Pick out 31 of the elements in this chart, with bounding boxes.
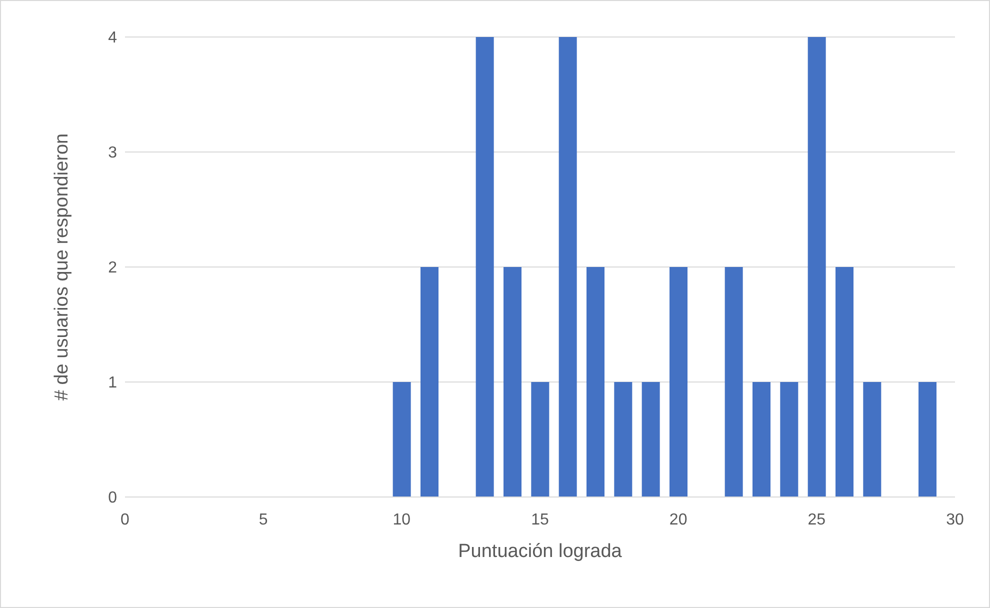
y-axis-title: # de usuarios que respondieron bbox=[52, 133, 73, 401]
x-axis-title: Puntuación lograda bbox=[458, 541, 622, 562]
bar bbox=[724, 267, 743, 497]
x-tick-label: 20 bbox=[669, 511, 688, 528]
bar bbox=[642, 382, 660, 497]
bar bbox=[531, 382, 550, 497]
x-tick-label: 30 bbox=[946, 511, 964, 528]
y-tick-label: 2 bbox=[108, 260, 118, 277]
y-tick-label: 4 bbox=[108, 30, 118, 47]
y-tick-label: 3 bbox=[108, 144, 118, 162]
bar bbox=[558, 37, 577, 497]
bar bbox=[863, 382, 882, 497]
x-tick-label: 5 bbox=[258, 511, 268, 528]
bar bbox=[918, 382, 936, 497]
bar bbox=[752, 382, 770, 497]
bar bbox=[808, 37, 826, 497]
y-tick-label: 1 bbox=[108, 374, 118, 392]
x-tick-label: 15 bbox=[531, 511, 549, 528]
bar bbox=[586, 267, 604, 497]
x-tick-label: 25 bbox=[808, 511, 826, 528]
bar bbox=[670, 267, 688, 497]
bar bbox=[836, 267, 854, 497]
bar bbox=[392, 382, 411, 497]
bar bbox=[504, 267, 522, 497]
bar bbox=[420, 267, 438, 497]
x-tick-label: 10 bbox=[392, 511, 411, 528]
x-tick-label: 0 bbox=[120, 511, 130, 528]
bar bbox=[614, 382, 632, 497]
bar bbox=[476, 37, 494, 497]
bar bbox=[780, 382, 798, 497]
y-tick-label: 0 bbox=[108, 490, 118, 507]
